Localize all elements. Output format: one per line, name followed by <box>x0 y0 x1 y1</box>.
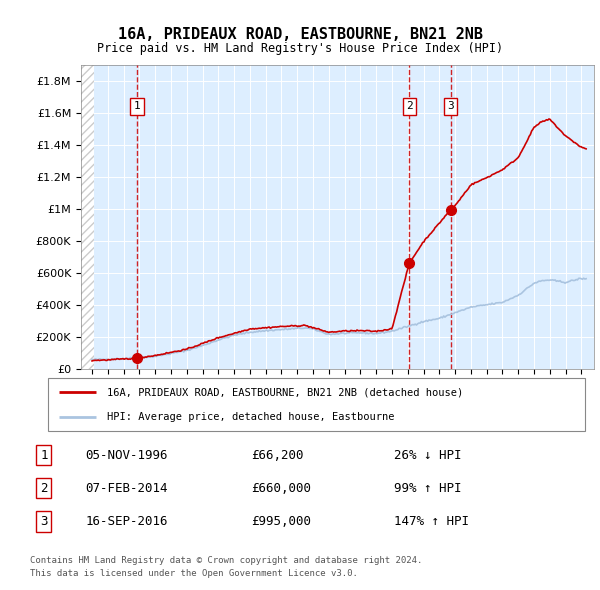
Text: 147% ↑ HPI: 147% ↑ HPI <box>394 514 469 528</box>
Text: 99% ↑ HPI: 99% ↑ HPI <box>394 481 462 495</box>
Text: £660,000: £660,000 <box>251 481 311 495</box>
Text: This data is licensed under the Open Government Licence v3.0.: This data is licensed under the Open Gov… <box>30 569 358 578</box>
Text: 1: 1 <box>40 448 47 462</box>
Text: £66,200: £66,200 <box>251 448 304 462</box>
Text: 07-FEB-2014: 07-FEB-2014 <box>85 481 168 495</box>
Text: 2: 2 <box>406 101 413 112</box>
Text: 16A, PRIDEAUX ROAD, EASTBOURNE, BN21 2NB: 16A, PRIDEAUX ROAD, EASTBOURNE, BN21 2NB <box>118 27 482 41</box>
Text: 2: 2 <box>40 481 47 495</box>
Text: HPI: Average price, detached house, Eastbourne: HPI: Average price, detached house, East… <box>107 412 395 422</box>
Text: 26% ↓ HPI: 26% ↓ HPI <box>394 448 462 462</box>
Text: 16-SEP-2016: 16-SEP-2016 <box>85 514 168 528</box>
Text: 16A, PRIDEAUX ROAD, EASTBOURNE, BN21 2NB (detached house): 16A, PRIDEAUX ROAD, EASTBOURNE, BN21 2NB… <box>107 388 463 398</box>
Text: Contains HM Land Registry data © Crown copyright and database right 2024.: Contains HM Land Registry data © Crown c… <box>30 556 422 565</box>
Text: 3: 3 <box>447 101 454 112</box>
Bar <box>81 65 94 369</box>
FancyBboxPatch shape <box>48 378 585 431</box>
Text: 05-NOV-1996: 05-NOV-1996 <box>85 448 168 462</box>
Text: Price paid vs. HM Land Registry's House Price Index (HPI): Price paid vs. HM Land Registry's House … <box>97 42 503 55</box>
Text: 1: 1 <box>134 101 140 112</box>
Text: 3: 3 <box>40 514 47 528</box>
Text: £995,000: £995,000 <box>251 514 311 528</box>
